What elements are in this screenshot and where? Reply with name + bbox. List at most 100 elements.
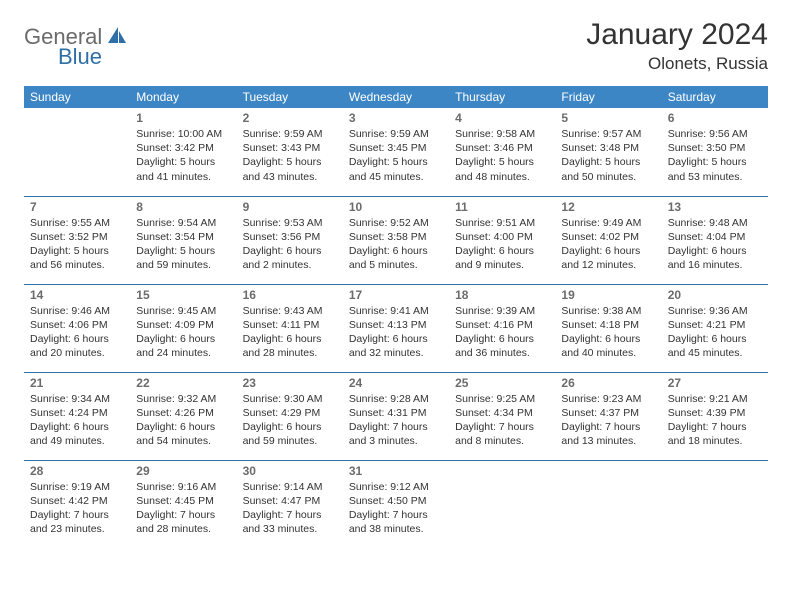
sunrise-text: Sunrise: 9:57 AM xyxy=(561,127,655,141)
calendar-day-cell: 16 Sunrise: 9:43 AMSunset: 4:11 PMDayligh… xyxy=(237,284,343,372)
sunrise-text: Sunrise: 9:56 AM xyxy=(668,127,762,141)
day-number: 7 xyxy=(30,200,124,214)
day-info: Sunrise: 9:25 AMSunset: 4:34 PMDaylight:… xyxy=(455,392,549,449)
weekday-header: Wednesday xyxy=(343,86,449,108)
sunset-text: Sunset: 3:58 PM xyxy=(349,230,443,244)
sunset-text: Sunset: 4:26 PM xyxy=(136,406,230,420)
day-info: Sunrise: 9:28 AMSunset: 4:31 PMDaylight:… xyxy=(349,392,443,449)
day-info: Sunrise: 9:34 AMSunset: 4:24 PMDaylight:… xyxy=(30,392,124,449)
day-number: 22 xyxy=(136,376,230,390)
sunrise-text: Sunrise: 9:14 AM xyxy=(243,480,337,494)
day-info: Sunrise: 9:16 AMSunset: 4:45 PMDaylight:… xyxy=(136,480,230,537)
day-number: 18 xyxy=(455,288,549,302)
day-number: 25 xyxy=(455,376,549,390)
day-info: Sunrise: 9:43 AMSunset: 4:11 PMDaylight:… xyxy=(243,304,337,361)
calendar-week-row: 21 Sunrise: 9:34 AMSunset: 4:24 PMDayligh… xyxy=(24,372,768,460)
weekday-header: Sunday xyxy=(24,86,130,108)
daylight-text: Daylight: 6 hours and 36 minutes. xyxy=(455,332,549,360)
daylight-text: Daylight: 6 hours and 45 minutes. xyxy=(668,332,762,360)
logo-sub: Blue xyxy=(30,44,102,70)
day-number: 8 xyxy=(136,200,230,214)
daylight-text: Daylight: 6 hours and 2 minutes. xyxy=(243,244,337,272)
calendar-week-row: 14Sunrise: 9:46 AMSunset: 4:06 PMDayligh… xyxy=(24,284,768,372)
day-number: 21 xyxy=(30,376,124,390)
day-info: Sunrise: 9:21 AMSunset: 4:39 PMDaylight:… xyxy=(668,392,762,449)
daylight-text: Daylight: 6 hours and 20 minutes. xyxy=(30,332,124,360)
calendar-week-row: 28Sunrise: 9:19 AMSunset: 4:42 PMDayligh… xyxy=(24,460,768,548)
daylight-text: Daylight: 7 hours and 33 minutes. xyxy=(243,508,337,536)
daylight-text: Daylight: 6 hours and 16 minutes. xyxy=(668,244,762,272)
daylight-text: Daylight: 6 hours and 59 minutes. xyxy=(243,420,337,448)
calendar-day-cell: 18 Sunrise: 9:39 AMSunset: 4:16 PMDayligh… xyxy=(449,284,555,372)
sunrise-text: Sunrise: 9:21 AM xyxy=(668,392,762,406)
day-info: Sunrise: 9:38 AMSunset: 4:18 PMDaylight:… xyxy=(561,304,655,361)
day-number: 16 xyxy=(243,288,337,302)
sunrise-text: Sunrise: 9:59 AM xyxy=(243,127,337,141)
calendar-day-cell: 15Sunrise: 9:45 AMSunset: 4:09 PMDayligh… xyxy=(130,284,236,372)
sunrise-text: Sunrise: 9:52 AM xyxy=(349,216,443,230)
daylight-text: Daylight: 7 hours and 28 minutes. xyxy=(136,508,230,536)
calendar-day-cell: 19 Sunrise: 9:38 AMSunset: 4:18 PMDayligh… xyxy=(555,284,661,372)
calendar-day-cell: 6Sunrise: 9:56 AMSunset: 3:50 PMDaylight… xyxy=(662,108,768,196)
calendar-day-cell: 31Sunrise: 9:12 AMSunset: 4:50 PMDayligh… xyxy=(343,460,449,548)
sunrise-text: Sunrise: 9:55 AM xyxy=(30,216,124,230)
sunrise-text: Sunrise: 9:46 AM xyxy=(30,304,124,318)
daylight-text: Daylight: 5 hours and 41 minutes. xyxy=(136,155,230,183)
sunrise-text: Sunrise: 9:25 AM xyxy=(455,392,549,406)
sunrise-text: Sunrise: 9:41 AM xyxy=(349,304,443,318)
weekday-header: Thursday xyxy=(449,86,555,108)
weekday-header: Tuesday xyxy=(237,86,343,108)
logo-sail-icon xyxy=(106,25,128,50)
daylight-text: Daylight: 7 hours and 38 minutes. xyxy=(349,508,443,536)
calendar-day-cell: 13Sunrise: 9:48 AMSunset: 4:04 PMDayligh… xyxy=(662,196,768,284)
calendar-day-cell: 24 Sunrise: 9:28 AMSunset: 4:31 PMDayligh… xyxy=(343,372,449,460)
daylight-text: Daylight: 5 hours and 50 minutes. xyxy=(561,155,655,183)
day-info: Sunrise: 9:12 AMSunset: 4:50 PMDaylight:… xyxy=(349,480,443,537)
day-number: 30 xyxy=(243,464,337,478)
day-info: Sunrise: 9:39 AMSunset: 4:16 PMDaylight:… xyxy=(455,304,549,361)
day-info: Sunrise: 9:41 AMSunset: 4:13 PMDaylight:… xyxy=(349,304,443,361)
location-label: Olonets, Russia xyxy=(586,54,768,74)
sunrise-text: Sunrise: 9:19 AM xyxy=(30,480,124,494)
sunrise-text: Sunrise: 9:53 AM xyxy=(243,216,337,230)
day-info: Sunrise: 9:32 AMSunset: 4:26 PMDaylight:… xyxy=(136,392,230,449)
day-number: 3 xyxy=(349,111,443,125)
day-number: 14 xyxy=(30,288,124,302)
sunrise-text: Sunrise: 9:34 AM xyxy=(30,392,124,406)
sunset-text: Sunset: 4:18 PM xyxy=(561,318,655,332)
sunset-text: Sunset: 3:45 PM xyxy=(349,141,443,155)
daylight-text: Daylight: 7 hours and 18 minutes. xyxy=(668,420,762,448)
sunset-text: Sunset: 4:21 PM xyxy=(668,318,762,332)
day-info: Sunrise: 9:56 AMSunset: 3:50 PMDaylight:… xyxy=(668,127,762,184)
day-info: Sunrise: 9:52 AMSunset: 3:58 PMDaylight:… xyxy=(349,216,443,273)
sunset-text: Sunset: 4:45 PM xyxy=(136,494,230,508)
calendar-day-cell: 25 Sunrise: 9:25 AMSunset: 4:34 PMDayligh… xyxy=(449,372,555,460)
sunset-text: Sunset: 4:39 PM xyxy=(668,406,762,420)
day-number: 19 xyxy=(561,288,655,302)
day-info: Sunrise: 9:53 AMSunset: 3:56 PMDaylight:… xyxy=(243,216,337,273)
calendar-table: SundayMondayTuesdayWednesdayThursdayFrid… xyxy=(24,86,768,548)
sunset-text: Sunset: 3:46 PM xyxy=(455,141,549,155)
calendar-day-cell: 28Sunrise: 9:19 AMSunset: 4:42 PMDayligh… xyxy=(24,460,130,548)
day-info: Sunrise: 9:49 AMSunset: 4:02 PMDaylight:… xyxy=(561,216,655,273)
daylight-text: Daylight: 7 hours and 8 minutes. xyxy=(455,420,549,448)
sunset-text: Sunset: 4:13 PM xyxy=(349,318,443,332)
daylight-text: Daylight: 5 hours and 59 minutes. xyxy=(136,244,230,272)
sunset-text: Sunset: 4:09 PM xyxy=(136,318,230,332)
daylight-text: Daylight: 6 hours and 9 minutes. xyxy=(455,244,549,272)
daylight-text: Daylight: 6 hours and 12 minutes. xyxy=(561,244,655,272)
sunset-text: Sunset: 4:11 PM xyxy=(243,318,337,332)
daylight-text: Daylight: 5 hours and 45 minutes. xyxy=(349,155,443,183)
calendar-day-cell: 2Sunrise: 9:59 AMSunset: 3:43 PMDaylight… xyxy=(237,108,343,196)
sunset-text: Sunset: 4:16 PM xyxy=(455,318,549,332)
sunset-text: Sunset: 3:54 PM xyxy=(136,230,230,244)
day-number: 10 xyxy=(349,200,443,214)
calendar-week-row: 1Sunrise: 10:00 AMSunset: 3:42 PMDayligh… xyxy=(24,108,768,196)
daylight-text: Daylight: 5 hours and 53 minutes. xyxy=(668,155,762,183)
day-number: 24 xyxy=(349,376,443,390)
weekday-header: Friday xyxy=(555,86,661,108)
day-info: Sunrise: 9:51 AMSunset: 4:00 PMDaylight:… xyxy=(455,216,549,273)
calendar-day-cell: 26Sunrise: 9:23 AMSunset: 4:37 PMDayligh… xyxy=(555,372,661,460)
calendar-day-cell: 30Sunrise: 9:14 AMSunset: 4:47 PMDayligh… xyxy=(237,460,343,548)
daylight-text: Daylight: 6 hours and 5 minutes. xyxy=(349,244,443,272)
